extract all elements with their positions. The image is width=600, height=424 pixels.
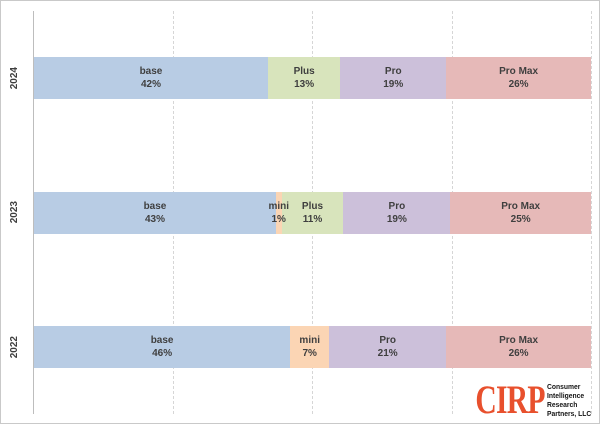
cirp-logo-text: Consumer Intelligence Research Partners,… — [547, 382, 591, 418]
category-label-2022: 2022 — [1, 326, 27, 368]
segment-pro: Pro 19% — [340, 57, 447, 100]
bar-row-2023: base 43% mini 1% Plus 11% Pro 19% Pro Max 25% — [34, 191, 591, 234]
segment-label: mini 7% — [299, 334, 320, 359]
logo-line: Partners, LLC — [546, 409, 592, 418]
segment-pro-max: Pro Max 25% — [450, 191, 591, 234]
category-label-2023: 2023 — [1, 192, 27, 234]
segment-label: Plus 13% — [293, 66, 315, 91]
segment-pro: Pro 19% — [343, 191, 451, 234]
segment-label: base 46% — [150, 334, 174, 359]
logo-line: Intelligence — [546, 391, 584, 400]
segment-label: Pro 19% — [383, 66, 404, 91]
segment-label: mini 1% — [268, 200, 290, 225]
logo-line: Consumer — [546, 382, 581, 391]
category-label-text: 2023 — [8, 201, 20, 224]
segment-label: Pro 21% — [377, 334, 398, 359]
segment-plus: Plus 11% — [281, 191, 344, 234]
segment-base: base 42% — [34, 57, 268, 100]
segment-label: Pro Max 26% — [499, 334, 539, 359]
segment-pro: Pro 21% — [329, 325, 447, 368]
category-label-text: 2022 — [8, 335, 20, 358]
segment-label: Pro Max 25% — [501, 200, 541, 225]
segment-base: base 43% — [34, 191, 276, 234]
gridline-100 — [591, 11, 592, 414]
segment-mini: mini 7% — [290, 325, 330, 368]
category-label-text: 2024 — [8, 67, 20, 90]
segment-label: Plus 11% — [301, 200, 324, 225]
segment-plus: Plus 13% — [267, 57, 341, 100]
cirp-logo: CIRP Consumer Intelligence Research Part… — [451, 377, 596, 422]
logo-line: Research — [546, 400, 578, 409]
segment-pro-max: Pro Max 26% — [446, 57, 591, 100]
bar-row-2024: base 42% Plus 13% Pro 19% Pro Max 26% — [34, 57, 591, 100]
segment-label: base 42% — [139, 66, 163, 91]
segment-label: base 43% — [143, 200, 167, 225]
bar-row-2022: base 46% mini 7% Pro 21% Pro Max 26% — [34, 325, 591, 368]
y-axis-line — [33, 11, 34, 414]
segment-mini: mini 1% — [268, 191, 289, 234]
segment-label: Pro 19% — [386, 200, 407, 225]
segment-pro-max: Pro Max 26% — [446, 325, 591, 368]
category-label-2024: 2024 — [1, 57, 27, 99]
segment-label: Pro Max 26% — [499, 66, 539, 91]
cirp-logo-wordmark: CIRP — [475, 377, 545, 422]
segment-base: base 46% — [34, 325, 291, 368]
